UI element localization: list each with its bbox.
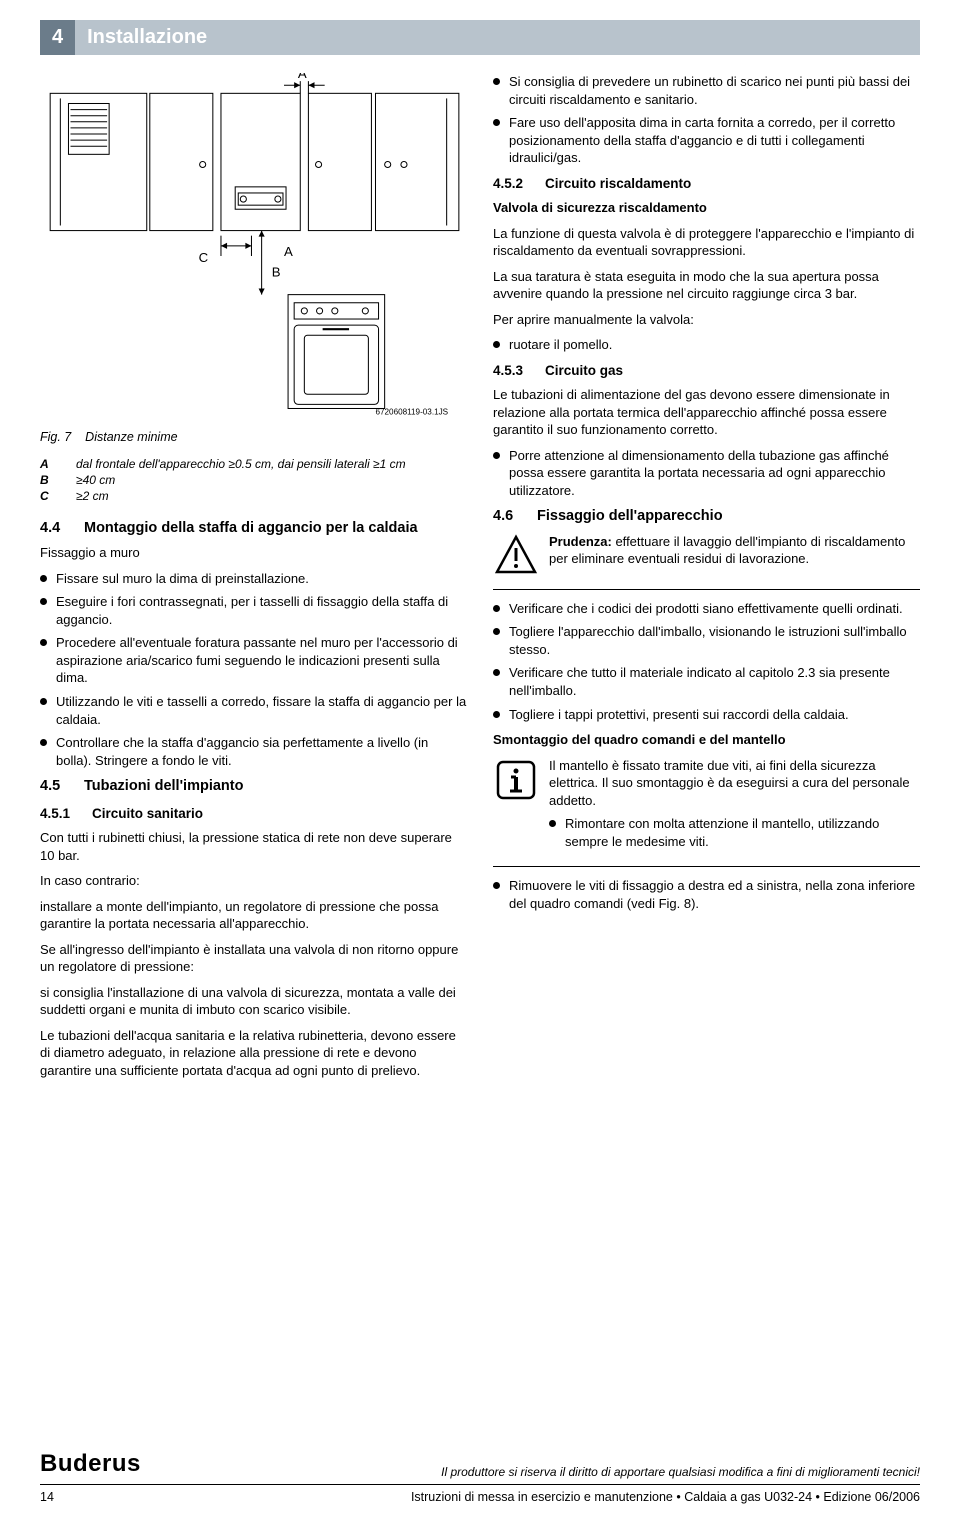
figure-7-diagram: A C A B (40, 73, 467, 423)
fig-ref-code: 6720608119-03.1JS (375, 408, 448, 417)
fig-label-A-bottom: A (284, 244, 293, 259)
sub-title: Circuito sanitario (92, 805, 203, 823)
section-4-6-final-list: Rimuovere le viti di fissaggio a destra … (493, 877, 920, 912)
sub-4-5-2-p2: La sua taratura è stata eseguita in modo… (493, 268, 920, 303)
legend-key: B (40, 472, 76, 488)
chapter-header: 4 Installazione (40, 20, 920, 55)
section-4-4-list: Fissare sul muro la dima di preinstallaz… (40, 570, 467, 769)
sub-4-5-2-p1: La funzione di questa valvola è di prote… (493, 225, 920, 260)
sub-4-5-1-p2: In caso contrario: (40, 872, 467, 890)
list-item: Verificare che i codici dei prodotti sia… (493, 600, 920, 618)
section-num: 4.6 (493, 507, 527, 527)
info-text: Il mantello è fissato tramite due viti, … (549, 757, 920, 857)
chapter-number: 4 (40, 20, 75, 55)
list-item: Rimuovere le viti di fissaggio a destra … (493, 877, 920, 912)
list-item: Fissare sul muro la dima di preinstallaz… (40, 570, 467, 588)
sub-4-5-1-p1: Con tutti i rubinetti chiusi, la pressio… (40, 829, 467, 864)
fig-label-A-top: A (298, 73, 307, 81)
info-icon (493, 757, 539, 803)
chapter-title: Installazione (75, 20, 920, 55)
section-4-5-heading: 4.5 Tubazioni dell'impianto (40, 777, 467, 797)
right-top-list: Si consiglia di prevedere un rubinetto d… (493, 73, 920, 167)
footer-doc-info: Istruzioni di messa in esercizio e manut… (70, 1489, 920, 1506)
list-item: Si consiglia di prevedere un rubinetto d… (493, 73, 920, 108)
list-item: Verificare che tutto il materiale indica… (493, 664, 920, 699)
list-item: Fare uso dell'apposita dima in carta for… (493, 114, 920, 167)
sub-title: Circuito riscaldamento (545, 175, 691, 193)
sub-4-5-2-bold: Valvola di sicurezza riscaldamento (493, 199, 920, 217)
section-4-4-heading: 4.4 Montaggio della staffa di aggancio p… (40, 519, 467, 539)
section-title: Tubazioni dell'impianto (84, 777, 243, 797)
section-4-4-lead: Fissaggio a muro (40, 544, 467, 562)
warning-icon (493, 533, 539, 579)
section-title: Fissaggio dell'apparecchio (537, 507, 723, 527)
sub-num: 4.5.2 (493, 175, 535, 193)
left-column: A C A B (40, 73, 467, 1088)
list-item: Procedere all'eventuale foratura passant… (40, 634, 467, 687)
section-num: 4.5 (40, 777, 74, 797)
sub-4-5-1-p5: si consiglia l'installazione di una valv… (40, 984, 467, 1019)
page-footer: Buderus Il produttore si riserva il diri… (40, 1448, 920, 1506)
section-4-6-list: Verificare che i codici dei prodotti sia… (493, 600, 920, 723)
list-item: Togliere l'apparecchio dall'imballo, vis… (493, 623, 920, 658)
section-title: Montaggio della staffa di aggancio per l… (84, 519, 418, 539)
footer-page-number: 14 (40, 1489, 70, 1506)
fig-caption-prefix: Fig. 7 (40, 430, 71, 444)
sub-4-5-2-heading: 4.5.2 Circuito riscaldamento (493, 175, 920, 193)
sub-4-5-3-p1: Le tubazioni di alimentazione del gas de… (493, 386, 920, 439)
section-4-6-bold2: Smontaggio del quadro comandi e del mant… (493, 731, 920, 749)
section-num: 4.4 (40, 519, 74, 539)
fig-label-B: B (272, 264, 281, 279)
footer-disclaimer: Il produttore si riserva il diritto di a… (441, 1464, 920, 1480)
sub-4-5-1-p6: Le tubazioni dell'acqua sanitaria e la r… (40, 1027, 467, 1080)
sub-4-5-3-list: Porre attenzione al dimensionamento dell… (493, 447, 920, 500)
sub-num: 4.5.1 (40, 805, 82, 823)
figure-caption: Fig. 7 Distanze minime (40, 429, 467, 446)
warning-text: Prudenza: effettuare il lavaggio dell'im… (549, 533, 920, 568)
list-item: Togliere i tappi protettivi, presenti su… (493, 706, 920, 724)
sub-4-5-1-heading: 4.5.1 Circuito sanitario (40, 805, 467, 823)
legend-key: A (40, 456, 76, 472)
info-callout: Il mantello è fissato tramite due viti, … (493, 757, 920, 868)
warning-callout: Prudenza: effettuare il lavaggio dell'im… (493, 533, 920, 590)
section-4-6-heading: 4.6 Fissaggio dell'apparecchio (493, 507, 920, 527)
list-item: ruotare il pomello. (493, 336, 920, 354)
sub-title: Circuito gas (545, 362, 623, 380)
sub-4-5-3-heading: 4.5.3 Circuito gas (493, 362, 920, 380)
legend-val: ≥2 cm (76, 488, 467, 504)
list-item: Controllare che la staffa d'aggancio sia… (40, 734, 467, 769)
info-bullets: Rimontare con molta attenzione il mantel… (549, 815, 920, 850)
warning-bold: Prudenza: (549, 534, 612, 549)
info-body: Il mantello è fissato tramite due viti, … (549, 758, 910, 808)
sub-4-5-2-p3: Per aprire manualmente la valvola: (493, 311, 920, 329)
sub-4-5-2-list: ruotare il pomello. (493, 336, 920, 354)
brand-logo: Buderus (40, 1448, 141, 1480)
fig-label-C: C (199, 250, 209, 265)
legend-val: ≥40 cm (76, 472, 467, 488)
list-item: Utilizzando le viti e tasselli a corredo… (40, 693, 467, 728)
list-item: Eseguire i fori contrassegnati, per i ta… (40, 593, 467, 628)
sub-4-5-1-p3: installare a monte dell'impianto, un reg… (40, 898, 467, 933)
fig-caption-text: Distanze minime (85, 430, 177, 444)
sub-4-5-1-p4: Se all'ingresso dell'impianto è installa… (40, 941, 467, 976)
legend-val: dal frontale dell'apparecchio ≥0.5 cm, d… (76, 456, 467, 472)
right-column: Si consiglia di prevedere un rubinetto d… (493, 73, 920, 1088)
list-item: Porre attenzione al dimensionamento dell… (493, 447, 920, 500)
sub-num: 4.5.3 (493, 362, 535, 380)
legend-key: C (40, 488, 76, 504)
list-item: Rimontare con molta attenzione il mantel… (549, 815, 920, 850)
figure-legend: A dal frontale dell'apparecchio ≥0.5 cm,… (40, 456, 467, 505)
